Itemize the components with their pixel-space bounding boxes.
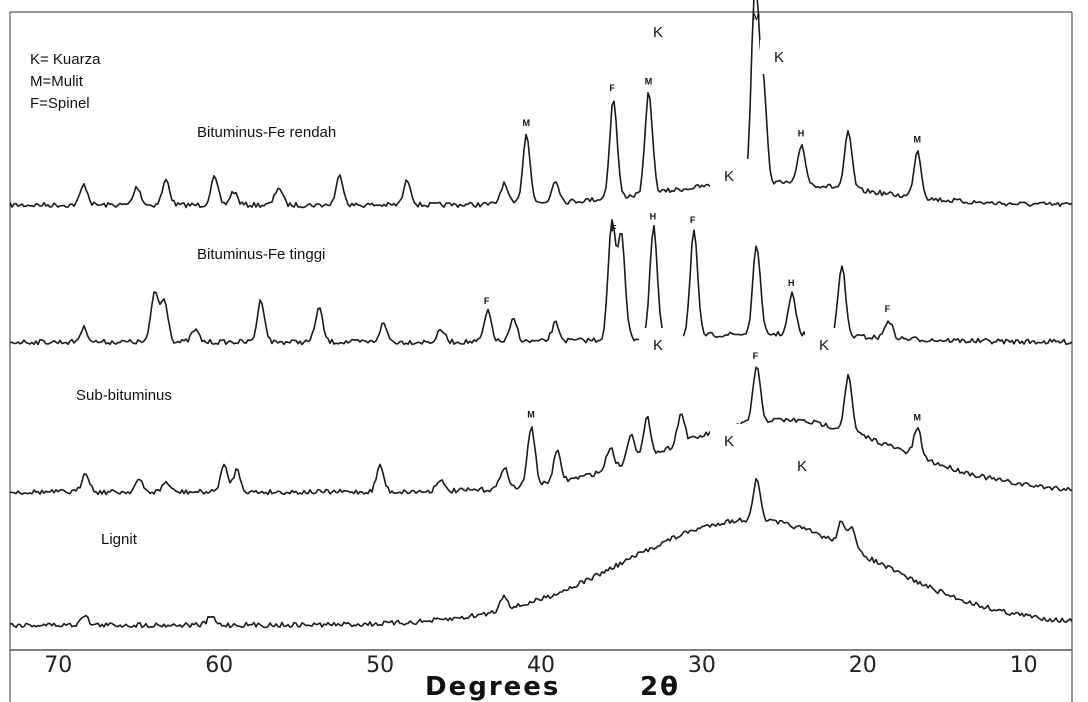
x-tick-label: 10 xyxy=(1010,653,1038,678)
phase-label-box xyxy=(805,328,849,362)
x-tick-label: 70 xyxy=(44,653,72,678)
trace-bituminus-fe-tinggi xyxy=(9,219,1073,346)
phase-label-box xyxy=(639,15,683,49)
phase-labels-group: K K K K K K K xyxy=(639,15,849,483)
peak-label: M xyxy=(914,134,922,144)
peak-label: M xyxy=(527,410,535,420)
traces-group xyxy=(9,0,1073,629)
peak-label: M xyxy=(753,12,761,22)
peak-label: F xyxy=(611,224,617,234)
peak-label: M xyxy=(645,77,653,87)
x-tick-labels: 70 60 50 40 30 20 10 xyxy=(44,653,1037,678)
x-axis-symbol: 2θ xyxy=(640,672,680,702)
phase-label-box xyxy=(639,328,683,362)
x-tick-label: 20 xyxy=(849,653,877,678)
phase-label-k: K xyxy=(724,168,734,185)
trace-lignit xyxy=(9,477,1073,629)
peak-label: F xyxy=(484,296,490,306)
legend-entry-kuarza: K= Kuarza xyxy=(30,51,101,68)
peak-label: H xyxy=(788,278,795,288)
peak-label: F xyxy=(753,351,759,361)
phase-label-box xyxy=(710,424,754,458)
phase-label-k: K xyxy=(724,433,734,450)
legend-entry-spinel: F=Spinel xyxy=(30,95,90,112)
x-axis-title: Degrees xyxy=(425,672,560,702)
peak-label: M xyxy=(914,412,922,422)
peak-label: F xyxy=(885,304,891,314)
trace-bituminus-fe-rendah xyxy=(9,0,1073,209)
legend: K= Kuarza M=Mulit F=Spinel xyxy=(30,51,101,112)
x-tick-label: 40 xyxy=(527,653,555,678)
trace-sub-bituminus xyxy=(9,366,1073,496)
series-label-lignit: Lignit xyxy=(101,531,138,548)
phase-label-k: K xyxy=(653,337,663,354)
peak-label: F xyxy=(690,215,696,225)
peak-label: M xyxy=(523,118,531,128)
peak-label: H xyxy=(650,212,657,222)
peak-labels-group: M F M M H M F F H F H F M F M xyxy=(484,12,921,422)
phase-label-k: K xyxy=(819,337,829,354)
peak-label: F xyxy=(609,83,615,93)
phase-label-box xyxy=(783,449,827,483)
peak-label: H xyxy=(798,129,805,139)
series-label-sub-bituminus: Sub-bituminus xyxy=(76,387,172,404)
x-tick-label: 60 xyxy=(205,653,233,678)
phase-label-k: K xyxy=(797,458,807,475)
phase-label-k: K xyxy=(653,24,663,41)
x-tick-label: 50 xyxy=(366,653,394,678)
phase-label-k: K xyxy=(774,49,784,66)
legend-entry-mulit: M=Mulit xyxy=(30,73,84,90)
x-tick-label: 30 xyxy=(688,653,716,678)
series-label-bituminus-fe-rendah: Bituminus-Fe rendah xyxy=(197,124,336,141)
phase-label-box xyxy=(710,159,754,193)
series-label-bituminus-fe-tinggi: Bituminus-Fe tinggi xyxy=(197,246,325,263)
phase-label-box xyxy=(760,40,804,74)
